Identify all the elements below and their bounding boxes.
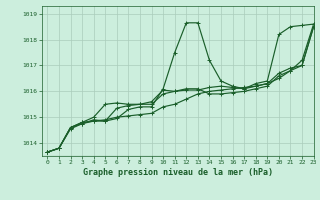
X-axis label: Graphe pression niveau de la mer (hPa): Graphe pression niveau de la mer (hPa) bbox=[83, 168, 273, 177]
